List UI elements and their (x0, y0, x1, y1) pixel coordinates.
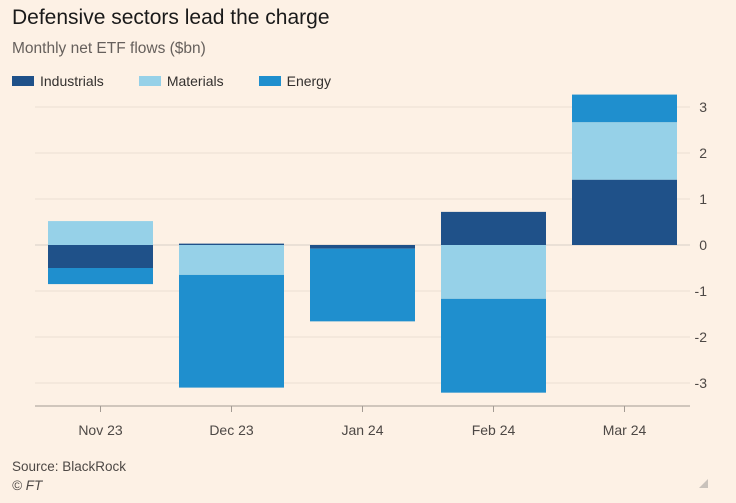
source-note: Source: BlackRock (12, 459, 127, 474)
y-tick-label: 1 (699, 191, 707, 207)
x-tick-label: Jan 24 (341, 422, 383, 438)
ft-credit: © FT (12, 478, 43, 493)
legend-swatch-materials (138, 76, 161, 86)
y-tick-label: -1 (695, 283, 708, 299)
bar-energy-jan-24 (310, 248, 415, 322)
x-tick-label: Dec 23 (209, 422, 254, 438)
y-tick-label: 3 (699, 99, 707, 115)
legend-label-materials: Materials (166, 73, 224, 89)
y-tick-label: -3 (695, 375, 708, 391)
bar-materials-dec-23 (179, 245, 284, 275)
legend-item-industrials: Industrials (12, 73, 104, 89)
legend-swatch-industrials (12, 76, 34, 86)
bar-industrials-nov-23 (48, 245, 153, 268)
y-tick-label: 0 (699, 237, 707, 253)
resize-corner-icon (699, 479, 708, 488)
bar-materials-nov-23 (48, 221, 153, 245)
bar-energy-mar-24 (572, 94, 677, 123)
x-tick-label: Nov 23 (78, 422, 123, 438)
bar-industrials-mar-24 (572, 179, 677, 245)
y-tick-label: -2 (695, 329, 708, 345)
bar-energy-nov-23 (48, 268, 153, 285)
bar-energy-dec-23 (179, 274, 284, 388)
bar-materials-feb-24 (441, 245, 546, 299)
bar-materials-mar-24 (572, 122, 677, 180)
legend: Industrials Materials Energy (12, 73, 366, 89)
bar-energy-feb-24 (441, 298, 546, 393)
bar-industrials-feb-24 (441, 211, 546, 245)
legend-item-energy: Energy (258, 73, 331, 89)
x-tick-label: Mar 24 (603, 422, 647, 438)
legend-item-materials: Materials (138, 73, 224, 89)
legend-label-industrials: Industrials (40, 73, 104, 89)
x-tick-label: Feb 24 (472, 422, 516, 438)
bar-industrials-dec-23 (179, 243, 284, 245)
bar-industrials-jan-24 (310, 245, 415, 249)
legend-swatch-energy (258, 76, 281, 86)
chart-title: Defensive sectors lead the charge (12, 6, 330, 29)
legend-label-energy: Energy (286, 73, 331, 89)
y-tick-label: 2 (699, 145, 707, 161)
chart-subtitle: Monthly net ETF flows ($bn) (12, 40, 206, 57)
